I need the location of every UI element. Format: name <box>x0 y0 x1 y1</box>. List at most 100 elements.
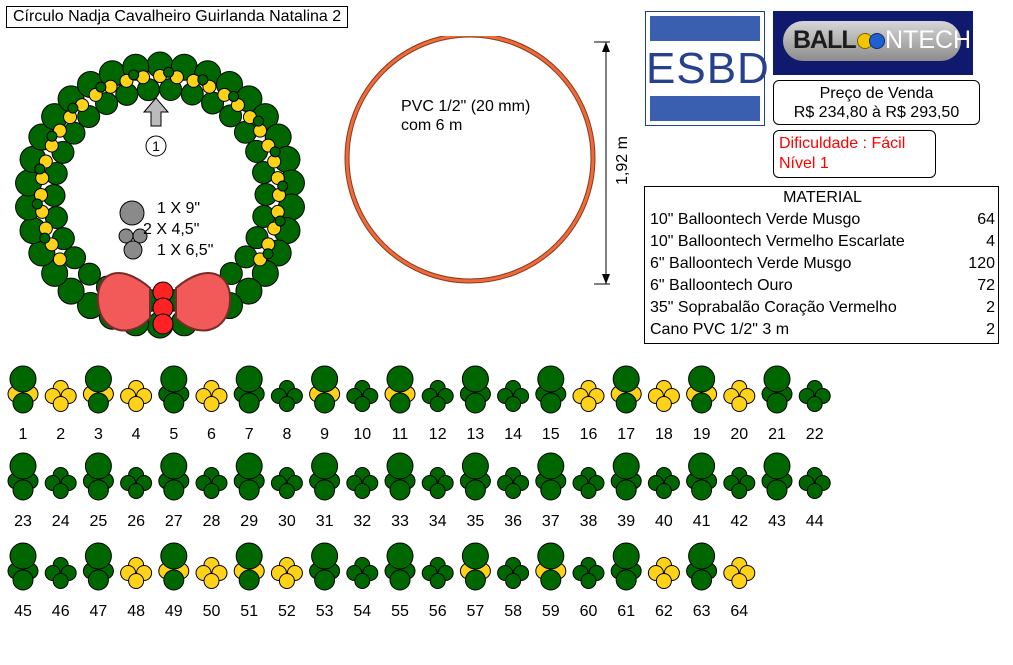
difficulty-label: Dificuldade : Fácil <box>779 135 906 152</box>
gold-balloon <box>52 252 67 267</box>
bottom-balloon <box>238 392 260 414</box>
top-balloon <box>311 452 339 480</box>
cluster-number: 29 <box>240 513 259 530</box>
cluster-number: 34 <box>428 513 447 530</box>
balloon-cluster <box>44 467 77 499</box>
difficulty-level: Nível 1 <box>779 155 829 172</box>
top-balloon <box>537 452 565 480</box>
material-qty: 72 <box>977 277 995 294</box>
petal-balloon <box>505 573 522 589</box>
green-balloon-small <box>262 248 274 260</box>
bottom-balloon <box>540 479 562 501</box>
page-title: Círculo Nadja Cavalheiro Guirlanda Natal… <box>6 6 349 28</box>
material-title: MATERIAL <box>783 189 862 206</box>
green-balloon-small <box>34 163 46 175</box>
green-balloon-small <box>197 74 209 86</box>
balloon-cluster <box>459 452 491 501</box>
green-balloon-small <box>95 81 107 93</box>
top-balloon <box>235 452 263 480</box>
cluster-number: 24 <box>51 513 70 530</box>
top-balloon <box>386 452 414 480</box>
balloon-cluster <box>535 542 567 591</box>
diameter-label: 1,92 m <box>614 136 631 185</box>
bottom-balloon <box>238 569 260 591</box>
legend-line-2: 2 X 4,5" <box>143 221 200 238</box>
balloon-cluster <box>233 452 265 501</box>
cluster-number: 25 <box>89 513 108 530</box>
green-balloon <box>219 261 243 285</box>
price-box: Preço de Venda R$ 234,80 à R$ 293,50 <box>773 80 980 125</box>
petal-balloon <box>52 483 69 499</box>
cluster-number: 2 <box>56 426 66 443</box>
balloon-cluster <box>572 557 605 589</box>
cluster-number: 59 <box>541 603 560 620</box>
bottom-balloon <box>389 569 411 591</box>
bottom-balloon <box>12 569 34 591</box>
balloon-cluster <box>535 452 567 501</box>
balloontech-logo: BALL NTECH <box>773 11 973 75</box>
petal-balloon <box>580 573 597 589</box>
cluster-number: 15 <box>541 426 560 443</box>
green-balloon-small <box>31 198 43 210</box>
petal-balloon <box>429 483 446 499</box>
bottom-balloon <box>87 479 109 501</box>
top-balloon <box>386 542 414 570</box>
esbd-logo: ESBD <box>645 11 769 126</box>
cluster-sequence <box>7 365 831 591</box>
balloon-cluster <box>497 467 530 499</box>
green-balloon-small <box>46 130 58 142</box>
balloon-cluster <box>195 467 228 499</box>
cluster-number: 61 <box>617 603 636 620</box>
top-balloon <box>688 542 716 570</box>
balloon-cluster <box>233 365 265 414</box>
cluster-number: 17 <box>617 426 636 443</box>
balloon-cluster <box>309 365 341 414</box>
cluster-number: 37 <box>541 513 560 530</box>
top-balloon <box>612 365 640 393</box>
top-balloon <box>537 365 565 393</box>
green-balloon <box>77 262 101 286</box>
balloon-cluster <box>309 452 341 501</box>
top-balloon <box>160 452 188 480</box>
cluster-number: 30 <box>277 513 296 530</box>
cluster-number: 47 <box>89 603 108 620</box>
green-balloon <box>57 277 85 305</box>
cluster-number: 32 <box>353 513 372 530</box>
bottom-balloon <box>464 569 486 591</box>
material-name: 6" Balloontech Verde Musgo <box>650 255 852 272</box>
top-balloon <box>9 452 37 480</box>
green-balloon-small <box>67 102 79 114</box>
top-balloon <box>9 542 37 570</box>
petal-balloon <box>731 483 748 499</box>
top-balloon <box>84 452 112 480</box>
arrow-up-icon <box>142 97 170 127</box>
balloon-cluster <box>497 557 530 589</box>
pvc-ring <box>345 36 595 283</box>
bottom-balloon <box>163 569 185 591</box>
bottom-balloon <box>314 569 336 591</box>
cluster-number: 28 <box>202 513 221 530</box>
balloon-cluster <box>270 557 303 589</box>
cluster-number: 41 <box>692 513 711 530</box>
petal-balloon <box>128 573 145 589</box>
top-balloon <box>763 452 791 480</box>
top-balloon <box>235 542 263 570</box>
balloon-cluster <box>195 557 228 589</box>
petal-balloon <box>278 573 295 589</box>
cluster-number: 21 <box>768 426 786 443</box>
balloon-cluster <box>610 542 642 591</box>
balloon-cluster <box>346 380 379 412</box>
balloon-cluster <box>195 380 228 412</box>
petal-balloon <box>128 396 145 412</box>
petal-balloon <box>52 396 69 412</box>
cluster-number: 12 <box>428 426 447 443</box>
cluster-number: 11 <box>391 426 409 443</box>
balloon-cluster <box>120 557 153 589</box>
petal-balloon <box>203 483 220 499</box>
balloon-cluster <box>610 452 642 501</box>
cluster-number: 9 <box>320 426 330 443</box>
bottom-balloon <box>87 569 109 591</box>
petal-balloon <box>354 483 371 499</box>
petal-balloon <box>655 483 672 499</box>
top-balloon <box>537 542 565 570</box>
